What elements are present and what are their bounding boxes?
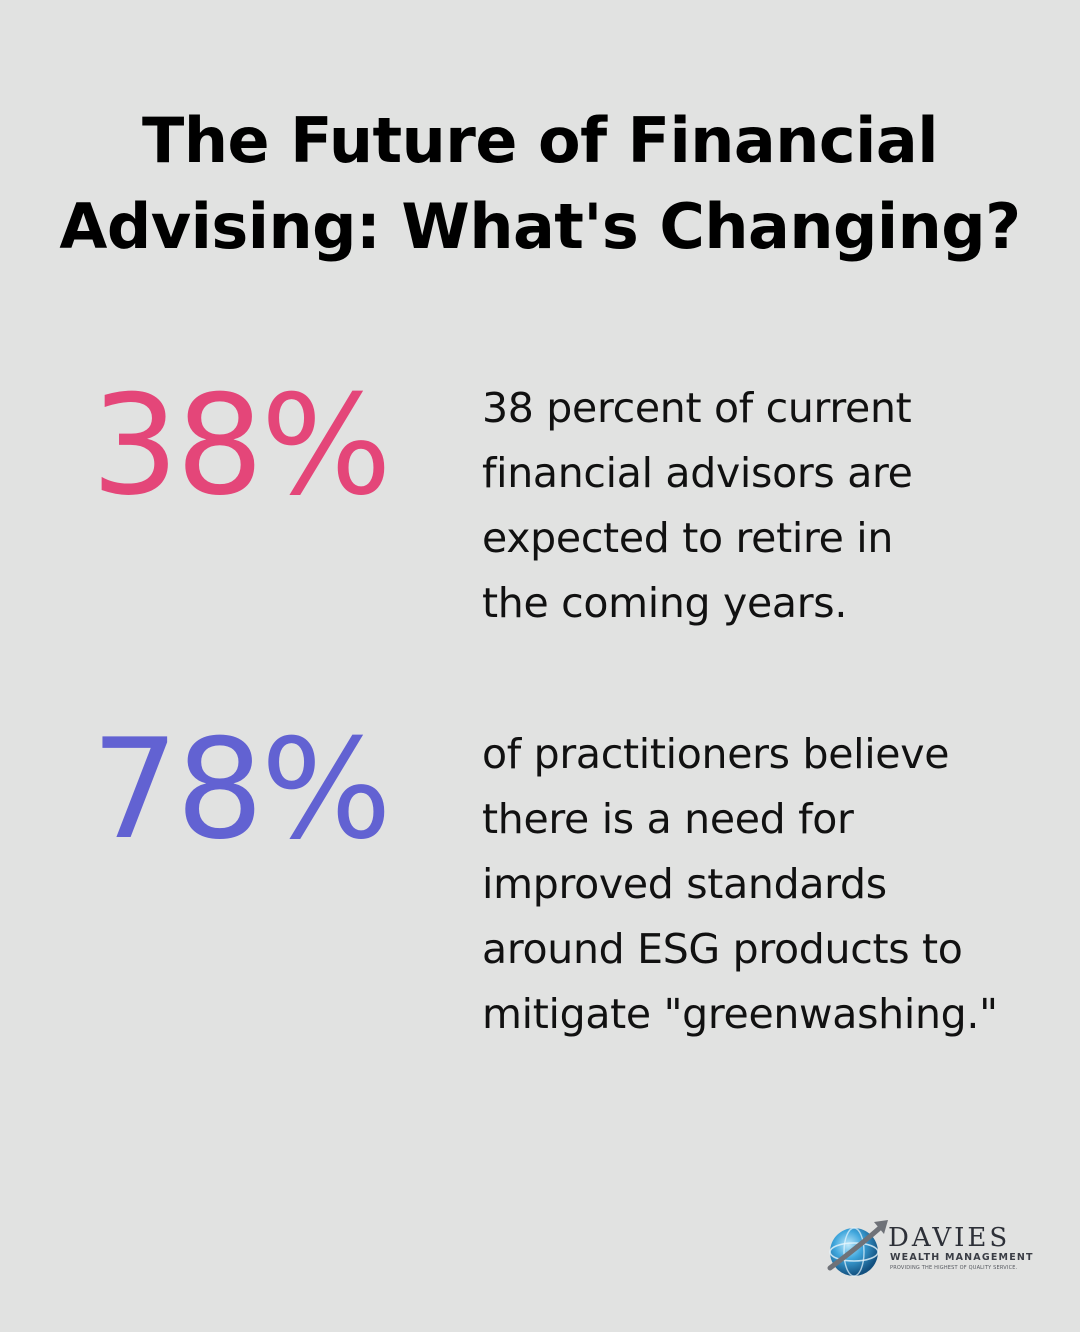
page-title: The Future of Financial Advising: What's… xyxy=(59,104,1021,263)
stat-value-retiring-advisors: 38% xyxy=(91,365,392,526)
globe-icon xyxy=(827,1220,888,1277)
company-logo: DAVIES WEALTH MANAGEMENT PROVIDING THE H… xyxy=(824,1216,1039,1282)
stat-description-retiring-advisors: 38 percent of current financial advisors… xyxy=(482,384,913,627)
logo-name: DAVIES xyxy=(888,1223,1011,1253)
logo-subtitle: WEALTH MANAGEMENT xyxy=(890,1252,1034,1263)
stat-value-esg-standards: 78% xyxy=(91,709,392,870)
stat-description-esg-standards: of practitioners believe there is a need… xyxy=(482,730,998,1038)
logo-tagline: PROVIDING THE HIGHEST OF QUALITY SERVICE… xyxy=(890,1265,1018,1271)
